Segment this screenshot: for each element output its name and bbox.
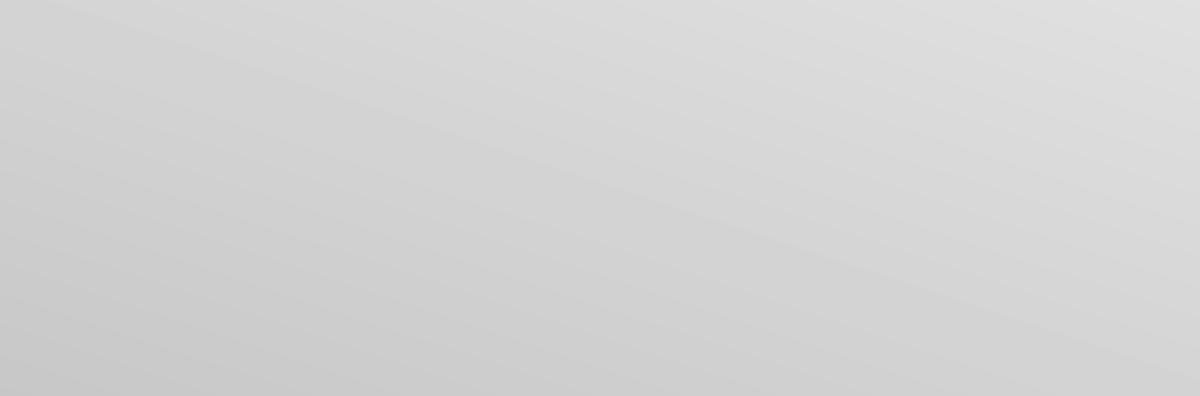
Text: is $\mathbf{first}$ order in $\mathbf{N_2O_5}$.: is $\mathbf{first}$ order in $\mathbf{N_… bbox=[18, 182, 240, 204]
Text: The gas phase decomposition of dinitrogen pentoxide at 335 K: The gas phase decomposition of dinitroge… bbox=[18, 36, 653, 55]
Text: s$^{-1}$.: s$^{-1}$. bbox=[990, 370, 1028, 392]
FancyBboxPatch shape bbox=[792, 340, 982, 387]
Text: M, the concentration of $\mathbf{N_2O_5}$ dropped to $\mathbf{2.09{\times}10^{-2: M, the concentration of $\mathbf{N_2O_5}… bbox=[18, 311, 828, 337]
Text: During one experiment it was found that when the initial concentration of $\math: During one experiment it was found that … bbox=[18, 255, 992, 281]
Text: N₂O₅(g)➡2 NO₂(g) + ½ O₂(g): N₂O₅(g)➡2 NO₂(g) + ½ O₂(g) bbox=[18, 111, 376, 134]
Text: Based on this experiment, the rate constant for the reaction is: Based on this experiment, the rate const… bbox=[18, 370, 650, 389]
